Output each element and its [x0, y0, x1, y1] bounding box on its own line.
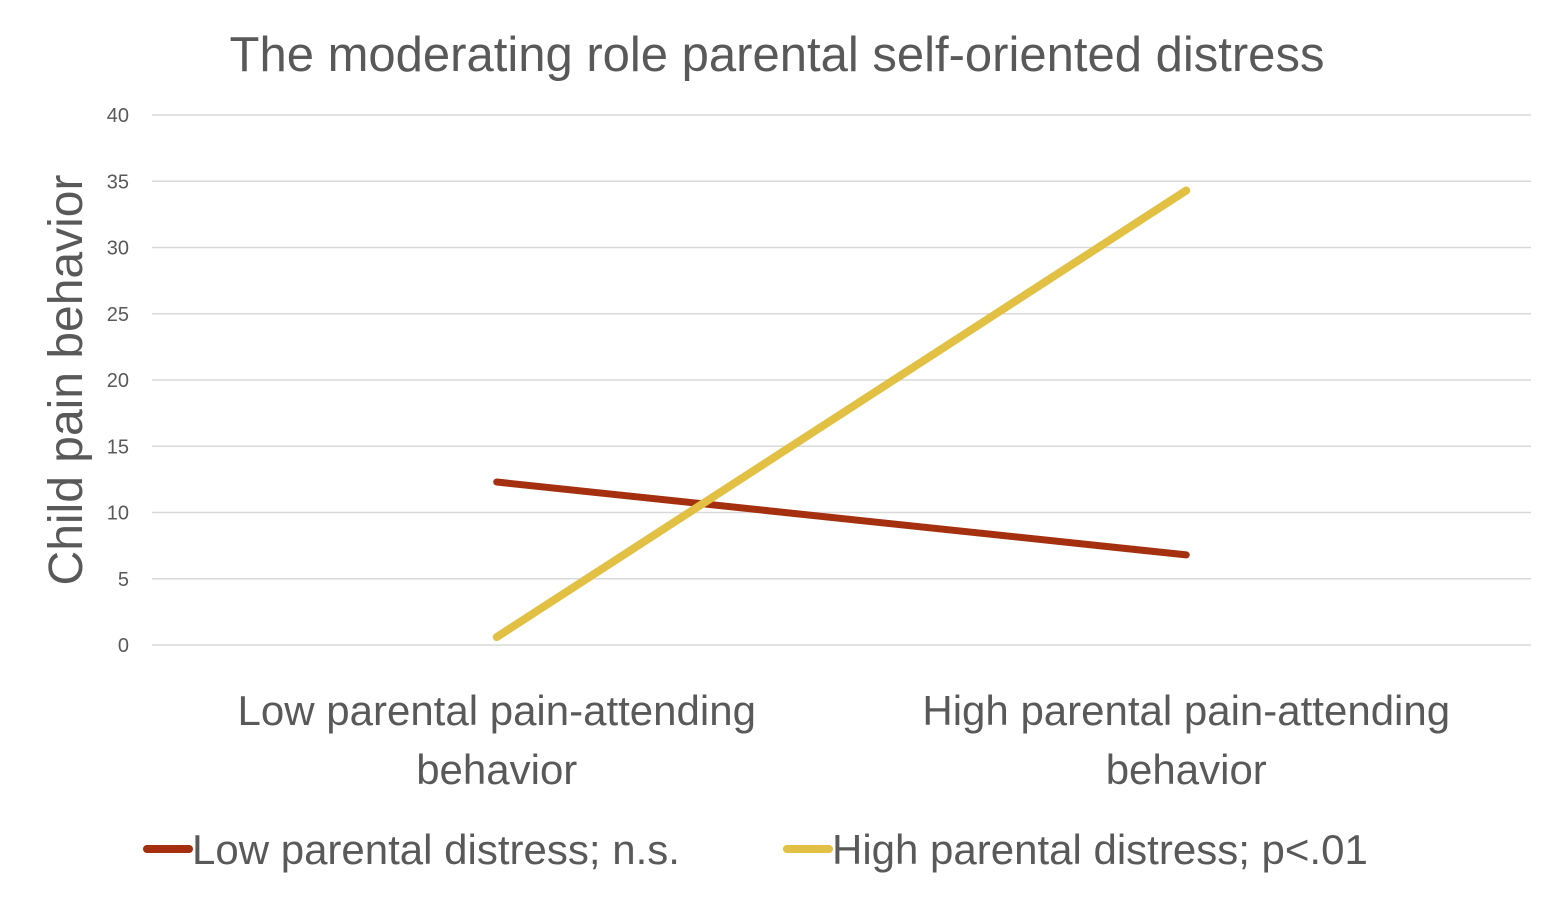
- y-tick-label: 15: [107, 436, 129, 458]
- y-tick-label: 35: [107, 171, 129, 193]
- series-line-1: [493, 478, 1190, 559]
- y-tick-label: 20: [107, 370, 129, 392]
- legend: Low parental distress; n.s. High parental…: [143, 826, 1368, 873]
- y-tick-label: 30: [107, 238, 129, 260]
- y-tick-label: 5: [118, 569, 129, 591]
- x-category-label-line: behavior: [416, 746, 577, 793]
- y-tick-label: 0: [118, 635, 129, 657]
- x-category-label: High parental pain-attending behavior: [922, 687, 1450, 793]
- x-category-label-line: behavior: [1106, 746, 1267, 793]
- y-tick-label: 40: [107, 105, 129, 127]
- series-lines: [492, 186, 1191, 642]
- gridlines: [152, 114, 1531, 646]
- series-line-2: [492, 186, 1191, 642]
- y-axis-title: Child pain behavior: [40, 175, 93, 586]
- y-tick-label: 25: [107, 304, 129, 326]
- x-axis-categories: Low parental pain-attending behaviorHigh …: [238, 687, 1451, 793]
- x-category-label-line: Low parental pain-attending: [238, 687, 756, 734]
- x-category-label: Low parental pain-attending behavior: [238, 687, 756, 793]
- legend-label-1: Low parental distress; n.s.: [192, 826, 680, 873]
- y-axis-ticks: 0 5 10 15 20 25 30 35 40: [107, 105, 129, 657]
- chart-title: The moderating role parental self-orient…: [230, 28, 1325, 82]
- x-category-label-line: High parental pain-attending: [922, 687, 1450, 734]
- legend-label-2: High parental distress; p<.01: [832, 826, 1368, 873]
- y-tick-label: 10: [107, 503, 129, 525]
